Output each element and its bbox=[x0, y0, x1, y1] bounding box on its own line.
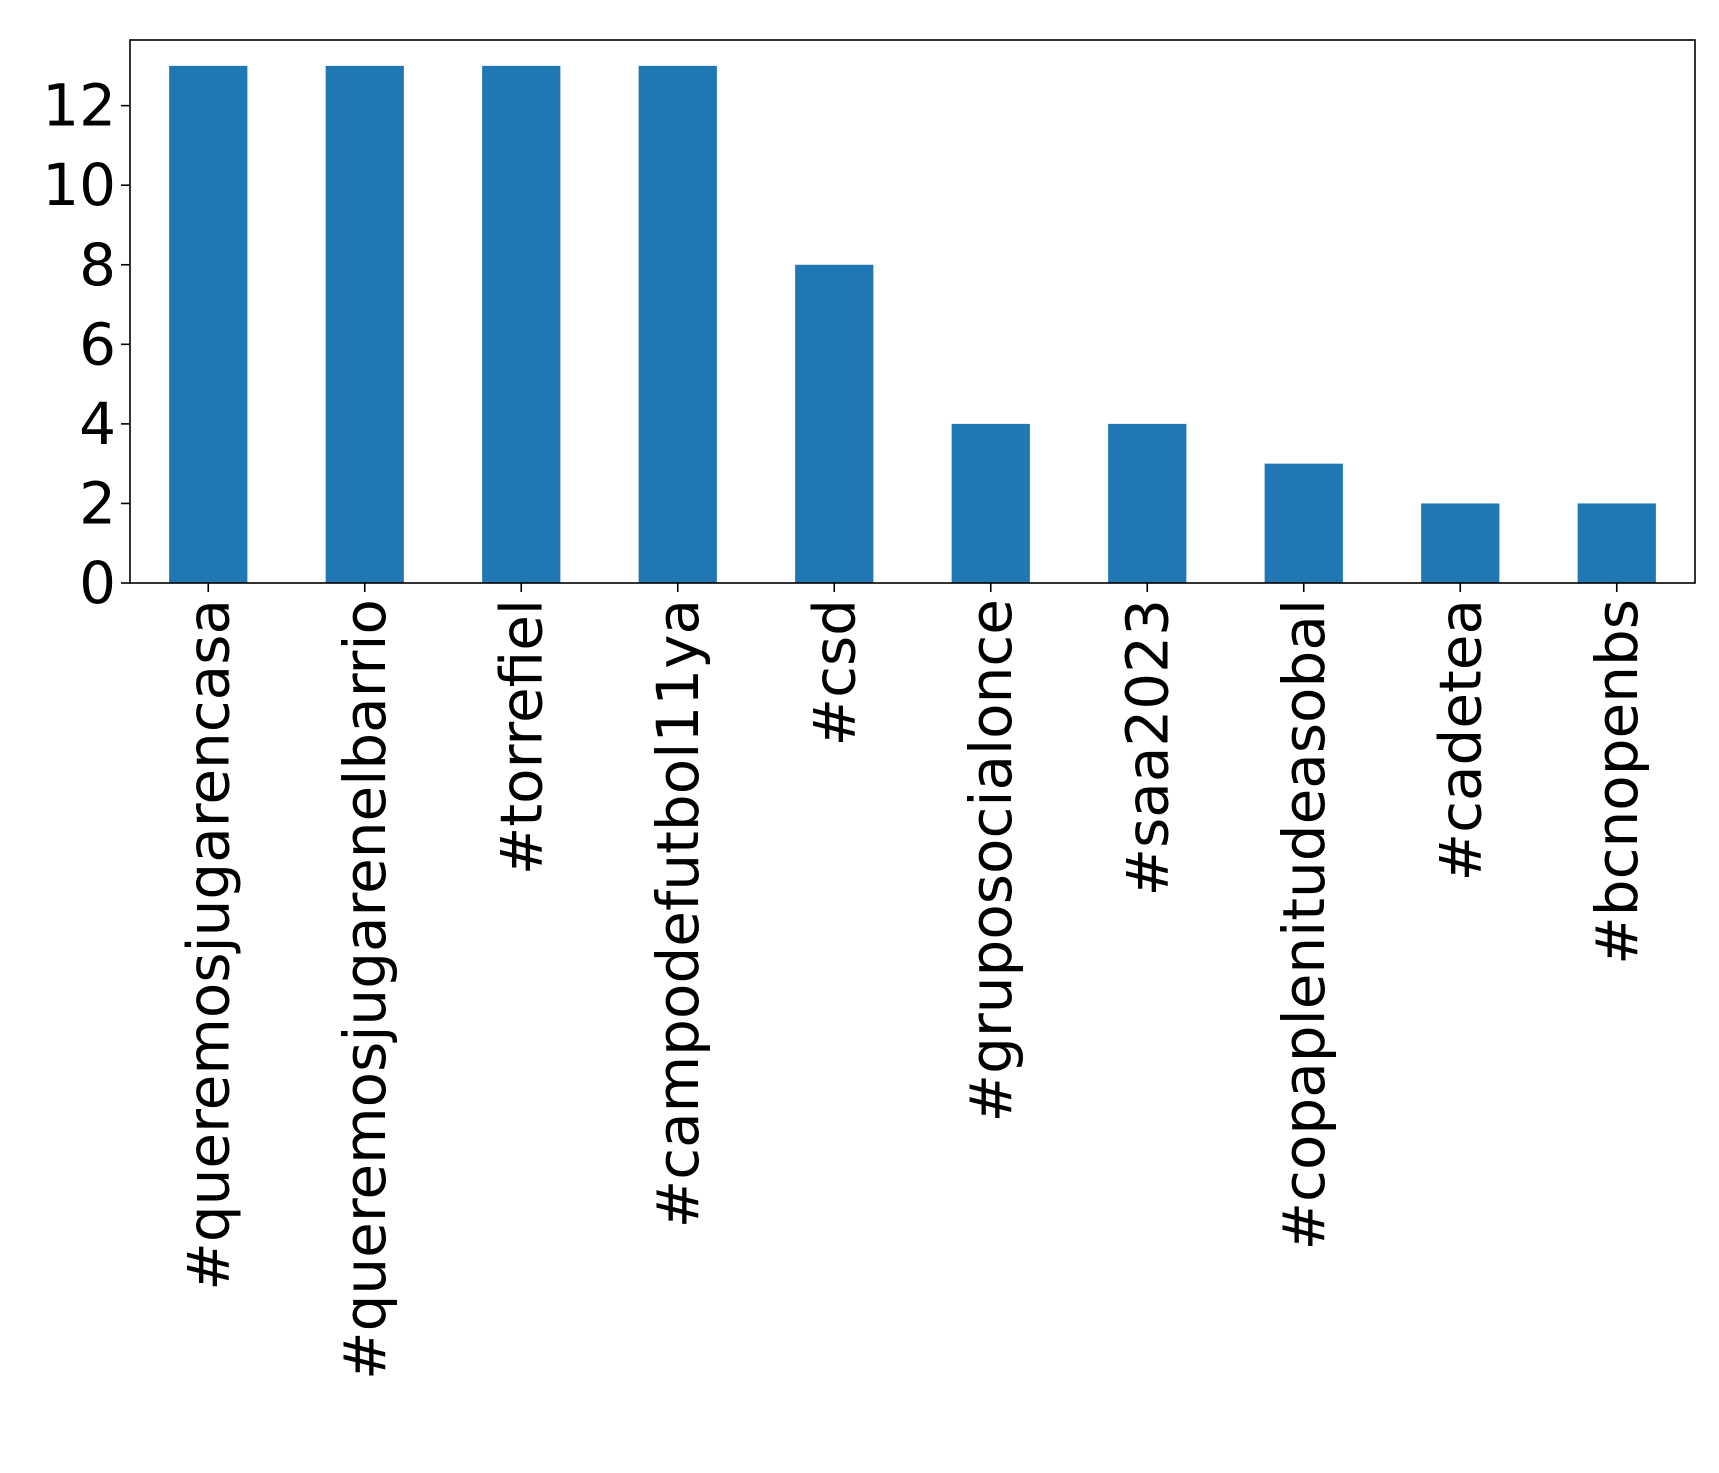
x-tick-label: #csd bbox=[800, 599, 868, 747]
x-tick-label: #cadetea bbox=[1426, 599, 1494, 882]
y-tick-label: 12 bbox=[42, 72, 116, 140]
x-axis: #queremosjugarencasa #queremosjugarenelba… bbox=[174, 583, 1651, 1380]
y-tick-label: 4 bbox=[79, 390, 116, 458]
y-tick-label: 2 bbox=[79, 469, 116, 537]
plot-frame bbox=[129, 39, 1696, 584]
bars-layer bbox=[169, 65, 1656, 584]
bar-queremosjugarenelbarrio bbox=[325, 65, 404, 584]
bar-torrefiel bbox=[482, 65, 561, 584]
bar-csd bbox=[795, 264, 874, 583]
bar-saa2023 bbox=[1108, 423, 1187, 583]
x-tick-label: #queremosjugarencasa bbox=[174, 599, 242, 1291]
x-tick-label: #bcnopenbs bbox=[1583, 599, 1651, 965]
x-tick-label: #saa2023 bbox=[1113, 599, 1181, 897]
bar-campodefutbol11ya bbox=[638, 65, 717, 584]
bar-cadetea bbox=[1421, 503, 1500, 583]
y-axis: 0 2 4 6 8 10 12 bbox=[42, 72, 130, 617]
y-tick-label: 0 bbox=[79, 549, 116, 617]
y-tick-label: 10 bbox=[42, 151, 116, 219]
bar-copaplenitudeasobal bbox=[1264, 463, 1343, 583]
y-tick-label: 8 bbox=[79, 231, 116, 299]
bar-gruposocialonce bbox=[951, 423, 1030, 583]
y-tick-label: 6 bbox=[79, 310, 116, 378]
bar-bcnopenbs bbox=[1577, 503, 1656, 583]
x-tick-label: #torrefiel bbox=[487, 599, 555, 875]
x-tick-label: #campodefutbol11ya bbox=[644, 599, 712, 1228]
x-tick-label: #gruposocialonce bbox=[957, 599, 1025, 1123]
bar-queremosjugarencasa bbox=[169, 65, 248, 584]
x-tick-label: #copaplenitudeasobal bbox=[1270, 599, 1338, 1251]
x-tick-label: #queremosjugarenelbarrio bbox=[331, 599, 399, 1380]
